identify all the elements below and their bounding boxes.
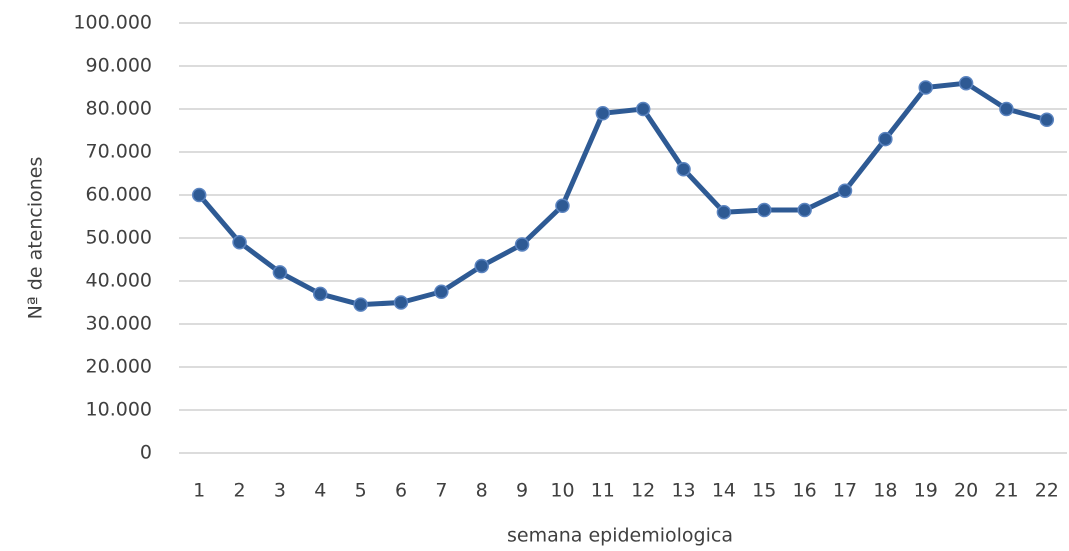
x-tick-label: 8	[476, 480, 488, 502]
x-axis-title: semana epidemiologica	[507, 525, 733, 547]
x-tick-label: 19	[914, 480, 938, 502]
marker	[272, 265, 288, 280]
marker	[555, 198, 570, 213]
x-tick-label: 6	[395, 480, 407, 502]
x-tick-label: 13	[671, 480, 695, 502]
x-tick-label: 1	[193, 480, 205, 502]
marker	[757, 202, 772, 218]
y-tick-label: 40.000	[86, 270, 152, 292]
marker	[595, 106, 611, 121]
x-tick-label: 21	[994, 480, 1018, 502]
y-tick-label: 50.000	[86, 227, 152, 249]
marker	[918, 80, 933, 95]
marker	[353, 297, 368, 312]
x-tick-label: 14	[712, 480, 736, 502]
x-tick-label: 20	[954, 480, 978, 502]
y-tick-label: 30.000	[86, 313, 152, 335]
x-tick-label: 12	[631, 480, 655, 502]
marker	[999, 101, 1014, 117]
marker	[434, 284, 449, 299]
marker	[837, 183, 853, 198]
x-tick-label: 10	[550, 480, 574, 502]
x-tick-label: 18	[873, 480, 897, 502]
line	[197, 80, 1048, 308]
y-axis-title: Nª de atenciones	[25, 157, 47, 320]
x-tick-label: 2	[233, 480, 245, 502]
marker	[676, 161, 691, 177]
y-tick-label: 10.000	[86, 399, 152, 421]
x-tick-label: 15	[752, 480, 776, 502]
y-tick-label: 70.000	[86, 141, 152, 163]
y-tick-label: 20.000	[86, 356, 152, 378]
marker	[958, 75, 974, 91]
marker	[474, 258, 489, 274]
y-tick-label: 80.000	[86, 98, 152, 120]
x-tick-label: 11	[591, 480, 615, 502]
marker	[232, 235, 247, 250]
y-tick-label: 90.000	[86, 55, 152, 77]
y-tick-label: 0	[140, 442, 152, 464]
x-tick-label: 4	[314, 480, 326, 502]
x-tick-label: 16	[793, 480, 817, 502]
x-tick-label: 5	[355, 480, 367, 502]
x-tick-label: 9	[516, 480, 528, 502]
x-tick-label: 22	[1035, 480, 1059, 502]
marker	[313, 286, 328, 302]
marker	[191, 187, 207, 203]
x-tick-label: 17	[833, 480, 857, 502]
marker	[716, 204, 732, 220]
x-tick-label: 3	[274, 480, 286, 502]
marker	[878, 131, 893, 147]
marker	[393, 295, 409, 310]
x-tick-label: 7	[435, 480, 447, 502]
marker	[514, 237, 530, 252]
y-tick-label: 100.000	[73, 12, 152, 34]
y-tick-label: 60.000	[86, 184, 152, 206]
marker	[797, 202, 812, 218]
marker	[635, 101, 651, 117]
marker	[1039, 112, 1055, 127]
